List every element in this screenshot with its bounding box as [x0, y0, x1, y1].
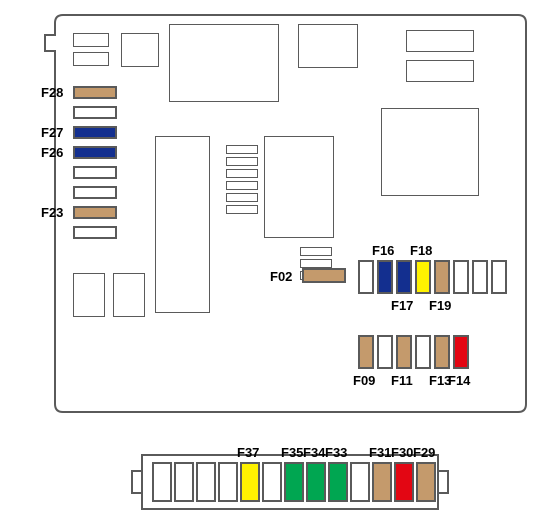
slot-n3	[218, 462, 238, 502]
decor-rect-7	[73, 273, 105, 317]
decor-small-1-1	[300, 259, 332, 268]
slot-F31	[372, 462, 392, 502]
slot-n9	[350, 462, 370, 502]
slot-n3	[415, 335, 431, 369]
left-slot-F26	[73, 146, 117, 159]
slot-F02	[302, 268, 346, 283]
decor-rect-6	[406, 60, 474, 82]
label-F29: F29	[413, 445, 435, 460]
decor-rect-8	[113, 273, 145, 317]
decor-rect-0	[73, 33, 109, 47]
label-F27: F27	[41, 125, 63, 140]
label-F33: F33	[325, 445, 347, 460]
left-slot-F23	[73, 206, 117, 219]
left-slot-1	[73, 106, 117, 119]
left-slot-7	[73, 226, 117, 239]
decor-rect-2	[121, 33, 159, 67]
left-slot-5	[73, 186, 117, 199]
slot-F13	[434, 335, 450, 369]
decor-rect-11	[381, 108, 479, 196]
secondary-right-tab	[439, 470, 449, 494]
slot-F29	[416, 462, 436, 502]
slot-n5	[262, 462, 282, 502]
decor-small-0-5	[226, 205, 258, 214]
slot-n0	[152, 462, 172, 502]
label-F18: F18	[410, 243, 432, 258]
slot-F37	[240, 462, 260, 502]
label-F26: F26	[41, 145, 63, 160]
secondary-left-tab	[131, 470, 141, 494]
decor-small-0-3	[226, 181, 258, 190]
slot-F14	[453, 335, 469, 369]
label-F02: F02	[270, 269, 292, 284]
decor-rect-5	[406, 30, 474, 52]
slot-F35	[284, 462, 304, 502]
slot-F09	[358, 335, 374, 369]
label-F11: F11	[391, 373, 413, 388]
slot-F19	[434, 260, 450, 294]
slot-n7	[491, 260, 507, 294]
decor-small-1-0	[300, 247, 332, 256]
slot-F18	[415, 260, 431, 294]
slot-n2	[196, 462, 216, 502]
label-F17: F17	[391, 298, 413, 313]
decor-small-0-0	[226, 145, 258, 154]
decor-small-0-1	[226, 157, 258, 166]
decor-rect-1	[73, 52, 109, 66]
label-F34: F34	[303, 445, 325, 460]
slot-F16	[377, 260, 393, 294]
left-slot-4	[73, 166, 117, 179]
slot-n5	[453, 260, 469, 294]
decor-small-0-2	[226, 169, 258, 178]
slot-F17	[396, 260, 412, 294]
label-F09: F09	[353, 373, 375, 388]
decor-rect-3	[169, 24, 279, 102]
slot-n0	[358, 260, 374, 294]
slot-n1	[174, 462, 194, 502]
slot-n1	[377, 335, 393, 369]
decor-rect-9	[155, 136, 210, 313]
label-F19: F19	[429, 298, 451, 313]
label-F31: F31	[369, 445, 391, 460]
decor-small-0-4	[226, 193, 258, 202]
label-F37: F37	[237, 445, 259, 460]
label-F16: F16	[372, 243, 394, 258]
slot-F11	[396, 335, 412, 369]
slot-F30	[394, 462, 414, 502]
slot-n6	[472, 260, 488, 294]
slot-F34	[306, 462, 326, 502]
decor-rect-4	[298, 24, 358, 68]
label-F14: F14	[448, 373, 470, 388]
left-slot-F28	[73, 86, 117, 99]
label-F35: F35	[281, 445, 303, 460]
label-F23: F23	[41, 205, 63, 220]
label-F30: F30	[391, 445, 413, 460]
label-F28: F28	[41, 85, 63, 100]
decor-rect-10	[264, 136, 334, 238]
left-slot-F27	[73, 126, 117, 139]
slot-F33	[328, 462, 348, 502]
